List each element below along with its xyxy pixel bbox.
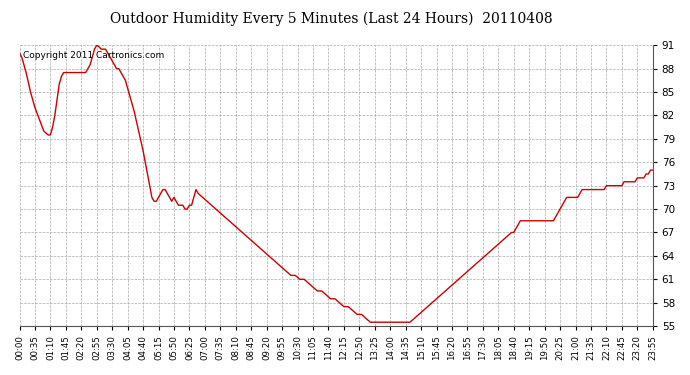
Text: Outdoor Humidity Every 5 Minutes (Last 24 Hours)  20110408: Outdoor Humidity Every 5 Minutes (Last 2… xyxy=(110,11,553,26)
Text: Copyright 2011 Cartronics.com: Copyright 2011 Cartronics.com xyxy=(23,51,164,60)
